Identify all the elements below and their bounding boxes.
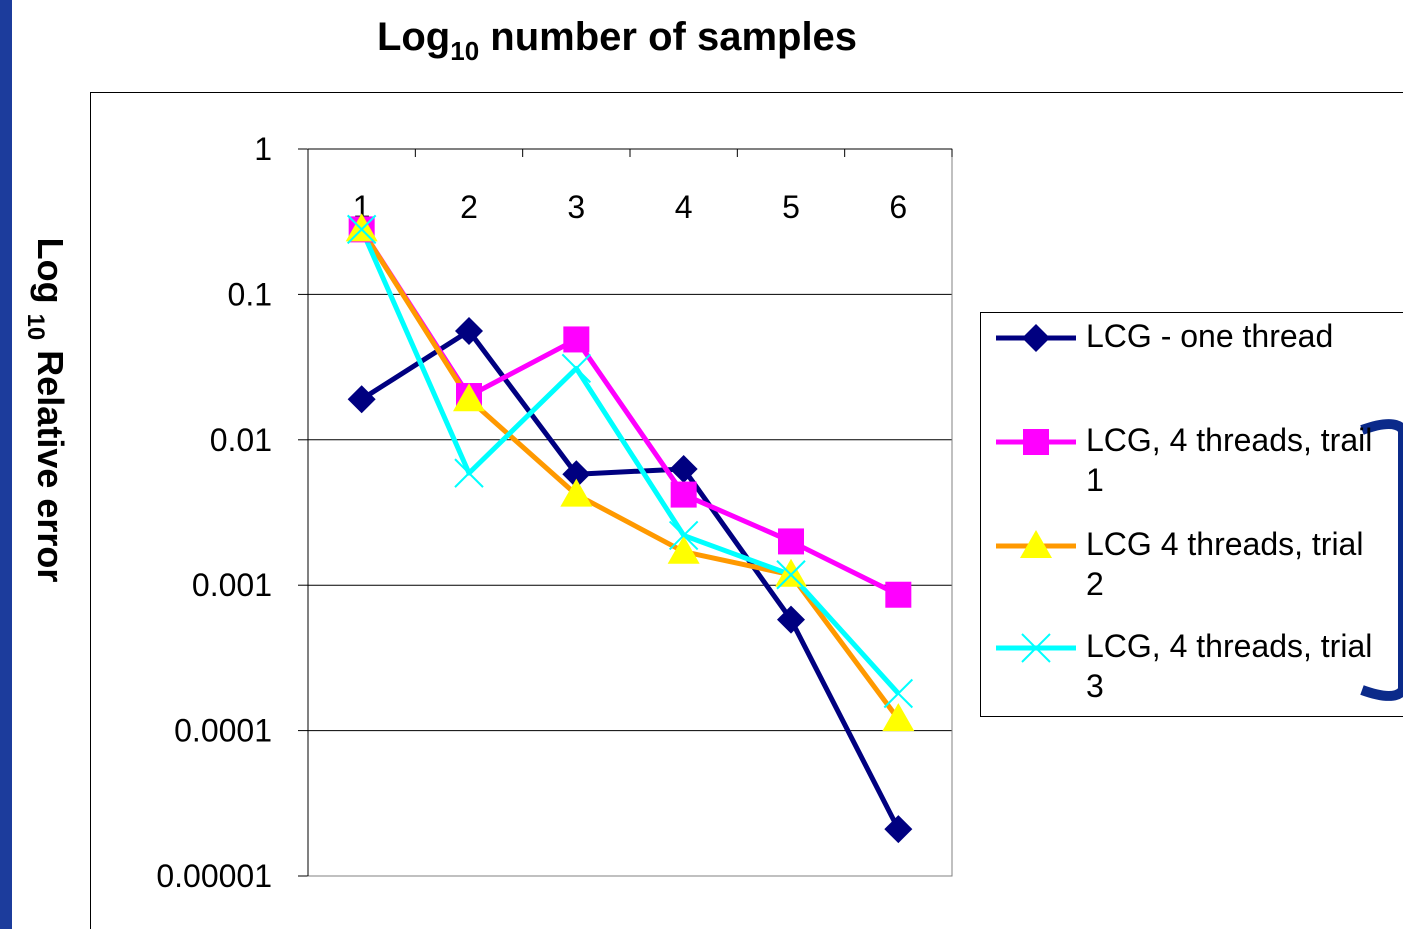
marker: [884, 815, 913, 844]
marker: [563, 326, 590, 353]
y-tick-label: 1: [254, 131, 272, 167]
chart-frame: [90, 92, 1403, 929]
y-axis-label: Log 10 Relative error: [22, 238, 71, 583]
marker: [668, 520, 699, 551]
y-tick-label: 0.0001: [174, 713, 272, 749]
marker: [561, 353, 592, 384]
legend-label: LCG - one thread: [1086, 318, 1334, 354]
marker: [455, 317, 483, 346]
legend-label: LCG, 4 threads, trial 3: [1086, 628, 1373, 704]
plot-border: [307, 148, 953, 877]
marker: [345, 213, 378, 242]
marker: [670, 481, 697, 508]
series-line: [359, 228, 901, 721]
marker: [667, 535, 700, 564]
legend-marker: [1020, 530, 1052, 558]
marker: [346, 214, 377, 245]
marker: [454, 458, 484, 488]
marker: [885, 581, 912, 608]
x-tick-label: 2: [460, 189, 478, 225]
marker: [562, 460, 591, 489]
marker: [669, 454, 698, 483]
legend-marker: [1021, 633, 1051, 663]
legend-label: LCG, 4 threads, trail 1: [1086, 422, 1373, 498]
y-tick-label: 0.01: [210, 422, 272, 458]
series-line: [359, 228, 901, 696]
x-tick-label: 6: [889, 189, 907, 225]
y-tick-label: 0.00001: [156, 858, 272, 894]
legend-marker: [1022, 324, 1050, 352]
legend-marker: [1023, 429, 1049, 455]
marker: [775, 558, 807, 587]
marker: [883, 678, 914, 709]
x-tick-label: 3: [567, 189, 585, 225]
marker: [778, 528, 804, 555]
marker: [347, 385, 376, 414]
side-bar: [0, 0, 12, 929]
bracket: [1360, 419, 1403, 701]
marker: [560, 478, 593, 507]
marker: [776, 560, 806, 590]
x-tick-label: 1: [353, 189, 371, 225]
marker: [453, 383, 485, 412]
y-tick-label: 0.001: [192, 567, 272, 603]
series-line: [360, 328, 901, 831]
marker: [777, 605, 805, 634]
marker: [882, 703, 915, 732]
x-tick-label: 4: [675, 189, 693, 225]
chart-title: Log10 number of samples: [377, 15, 857, 66]
x-tick-label: 5: [782, 189, 800, 225]
legend-label: LCG 4 threads, trial 2: [1086, 526, 1364, 602]
y-tick-label: 0.1: [228, 276, 272, 312]
